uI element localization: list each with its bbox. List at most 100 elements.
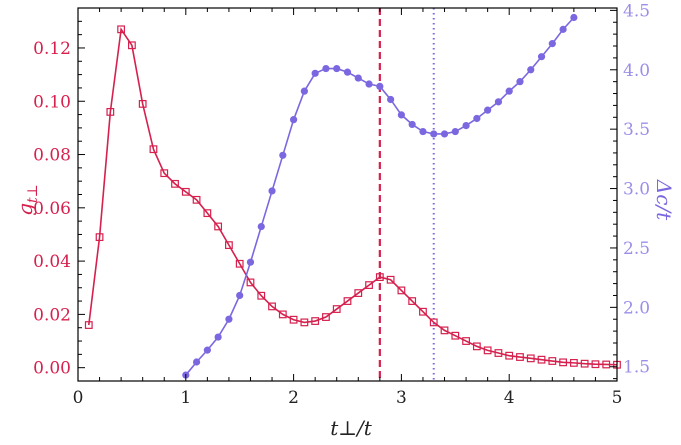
data-point-left [516,353,524,361]
data-point-right [462,122,470,130]
data-point-right [494,98,503,106]
series-layer [84,13,621,379]
x-tick-label: 4 [504,388,515,408]
left-axis-label-sub: t⊥ [25,184,41,203]
x-tick-label: 0 [73,388,84,408]
reference-lines [378,8,435,381]
data-point-right [559,25,567,33]
data-point-left [591,360,600,369]
data-point-right [300,87,308,95]
data-point-right [203,346,211,354]
data-point-left [106,108,115,116]
data-point-left [117,25,126,34]
data-point-left [332,305,341,313]
data-point-right [311,69,319,77]
data-point-left [397,286,406,295]
data-point-right [225,315,233,323]
data-point-left [580,359,589,368]
left-tick-label: 0.02 [33,305,71,325]
data-point-right [451,127,459,136]
data-point-left [289,315,298,324]
data-point-right [505,87,513,95]
data-point-right [246,258,255,266]
data-point-right [548,40,556,48]
data-point-left [149,145,158,154]
data-point-right [192,358,201,366]
data-point-right [365,80,373,88]
data-point-left [225,241,233,250]
data-point-left [494,349,503,357]
data-point-right [257,222,265,231]
data-point-right [570,13,578,22]
data-point-left [375,273,384,281]
right-tick-label: 3.5 [623,120,650,140]
left-tick-label: 0.04 [33,252,71,272]
data-point-right [322,64,330,73]
data-point-right [333,64,341,73]
left-axis-label-main: g [13,203,37,216]
x-tick-label: 1 [180,388,191,408]
x-tick-label: 3 [396,388,407,408]
data-point-left [548,357,557,365]
data-point-left [429,318,438,327]
data-point-left [257,291,266,300]
data-point-left [160,169,169,178]
data-point-right [419,127,427,136]
data-point-right [354,74,362,82]
data-point-left [354,289,363,297]
data-point-right [397,111,405,119]
data-point-left [84,321,93,329]
left-axis-title: gt⊥ [13,184,41,216]
data-point-left [451,331,460,340]
data-point-right [290,116,298,124]
data-point-left [311,317,320,325]
left-tick-label: 0.10 [33,92,71,112]
data-point-right [527,66,535,74]
data-point-right [516,78,524,86]
data-point-left [343,297,352,305]
data-point-left [559,358,567,367]
data-point-left [138,100,147,108]
data-point-right [440,130,449,138]
x-tick-label: 2 [288,388,299,408]
data-point-left [440,326,449,335]
left-tick-label: 0.08 [33,146,71,166]
data-point-right [484,106,492,114]
data-point-right [214,333,222,341]
series-left-line [87,27,618,366]
data-point-left [268,302,276,311]
right-tick-label: 4.0 [623,61,650,81]
data-point-left [214,222,223,231]
data-point-right [268,187,276,195]
right-tick-label: 2.5 [623,239,650,259]
data-point-left [505,351,514,360]
data-point-right [473,114,481,123]
data-point-left [365,281,373,289]
data-point-left [386,275,395,284]
data-point-left [278,310,287,319]
data-point-right [236,291,244,300]
data-point-left [171,179,179,188]
right-tick-label: 2.0 [623,298,650,318]
data-point-left [569,358,578,367]
data-point-left [181,187,190,196]
right-axis-label: Δc/t [652,179,676,221]
left-tick-label: 0.00 [33,359,71,379]
data-point-left [526,354,535,363]
left-tick-label: 0.12 [33,39,71,59]
data-point-left [300,318,309,327]
right-tick-label: 4.5 [623,1,650,21]
data-point-left [602,360,611,369]
data-point-left [322,313,330,321]
data-point-left [246,278,255,287]
data-point-left [537,355,546,364]
data-point-left [419,307,427,316]
data-point-left [192,195,201,204]
data-point-right [408,120,416,129]
data-point-right [279,151,287,159]
data-point-left [128,41,136,50]
data-point-right [343,68,352,76]
right-tick-label: 1.5 [623,358,650,378]
data-point-right [376,82,384,91]
